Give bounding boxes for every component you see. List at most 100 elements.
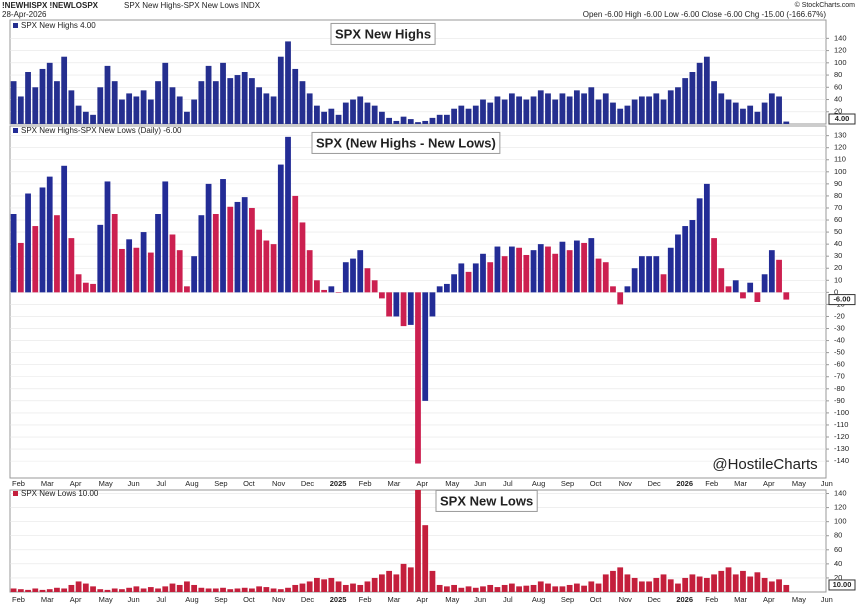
bar: [133, 586, 140, 592]
bar: [675, 87, 681, 124]
bar: [10, 81, 17, 124]
bar: [480, 99, 486, 124]
bar: [97, 589, 104, 592]
x-tick-label: Jun: [128, 479, 140, 488]
bar: [277, 589, 284, 592]
bar: [516, 247, 522, 293]
bar: [747, 576, 754, 592]
y-tick-label: 30: [834, 251, 842, 260]
bar: [292, 584, 299, 592]
bar: [472, 105, 479, 124]
bar: [364, 581, 371, 592]
bar: [176, 584, 183, 592]
x-tick-label: May: [445, 479, 459, 488]
x-tick-label: Dec: [647, 479, 661, 488]
bar: [494, 246, 501, 293]
x-tick-label: Aug: [532, 479, 545, 488]
bar: [725, 286, 732, 293]
bar: [407, 119, 414, 124]
bar: [155, 588, 161, 592]
bar: [205, 588, 212, 592]
bar: [617, 292, 624, 305]
bar: [783, 121, 790, 124]
bar: [573, 90, 580, 124]
bar: [241, 587, 248, 592]
x-tick-label: Dec: [301, 595, 315, 604]
x-tick-label: Apr: [70, 479, 82, 488]
bar: [703, 183, 710, 293]
bar: [451, 584, 457, 592]
bar: [581, 93, 587, 124]
bar: [119, 99, 125, 124]
bar: [119, 589, 125, 592]
bar: [119, 248, 125, 293]
x-tick-label: Mar: [41, 479, 54, 488]
bar: [530, 250, 537, 293]
y-tick-label: 80: [834, 531, 842, 540]
bar: [169, 583, 176, 592]
bar: [54, 215, 60, 293]
bar: [508, 246, 515, 293]
bar: [429, 570, 436, 592]
value-tag: 10.00: [833, 580, 852, 589]
x-tick-label: Nov: [272, 595, 286, 604]
title-box: [330, 22, 436, 45]
bar: [292, 195, 299, 293]
bar: [595, 258, 602, 293]
bar: [212, 214, 219, 293]
y-tick-label: 140: [834, 33, 847, 42]
y-tick-label: 40: [834, 239, 842, 248]
bar: [299, 81, 306, 124]
bar: [422, 292, 429, 401]
bar: [458, 587, 465, 592]
bar: [545, 246, 551, 293]
bar: [126, 587, 133, 592]
date: 28-Apr-2026: [2, 10, 47, 19]
x-tick-label: Oct: [243, 479, 256, 488]
bar: [631, 99, 638, 124]
bar: [111, 214, 118, 293]
bar: [523, 99, 530, 124]
bar: [667, 90, 674, 124]
bar: [169, 87, 176, 124]
bar: [249, 207, 255, 293]
bar: [147, 252, 154, 293]
bar: [386, 570, 393, 592]
bar: [768, 250, 775, 293]
bar: [595, 583, 602, 592]
bar: [501, 256, 508, 293]
y-tick-label: -120: [834, 432, 849, 441]
bar: [624, 105, 631, 124]
y-tick-label: -140: [834, 456, 849, 465]
bar: [436, 114, 443, 124]
bar: [429, 292, 436, 317]
y-tick-label: 130: [834, 131, 847, 140]
bar: [379, 111, 385, 124]
x-tick-label: Sep: [561, 479, 574, 488]
x-tick-label: Jun: [821, 479, 833, 488]
y-tick-label: 120: [834, 143, 847, 152]
bar: [10, 588, 17, 592]
bar: [761, 274, 768, 293]
bar: [451, 108, 457, 124]
bar: [162, 586, 169, 592]
bar: [667, 579, 674, 592]
bar: [465, 271, 472, 293]
bar: [761, 102, 768, 124]
bar: [227, 78, 234, 124]
bar: [415, 292, 421, 464]
y-tick-label: 100: [834, 58, 847, 67]
bar: [111, 588, 118, 592]
panel-frame: [9, 125, 827, 479]
bar: [588, 87, 595, 124]
bar: [277, 56, 284, 124]
bar: [400, 116, 407, 124]
bar: [104, 589, 111, 592]
bar: [371, 280, 378, 293]
y-tick-label: 60: [834, 82, 842, 91]
bar: [516, 96, 522, 124]
x-tick-label: Sep: [214, 595, 227, 604]
bar: [133, 96, 140, 124]
bar: [234, 201, 241, 293]
bar: [198, 81, 205, 124]
